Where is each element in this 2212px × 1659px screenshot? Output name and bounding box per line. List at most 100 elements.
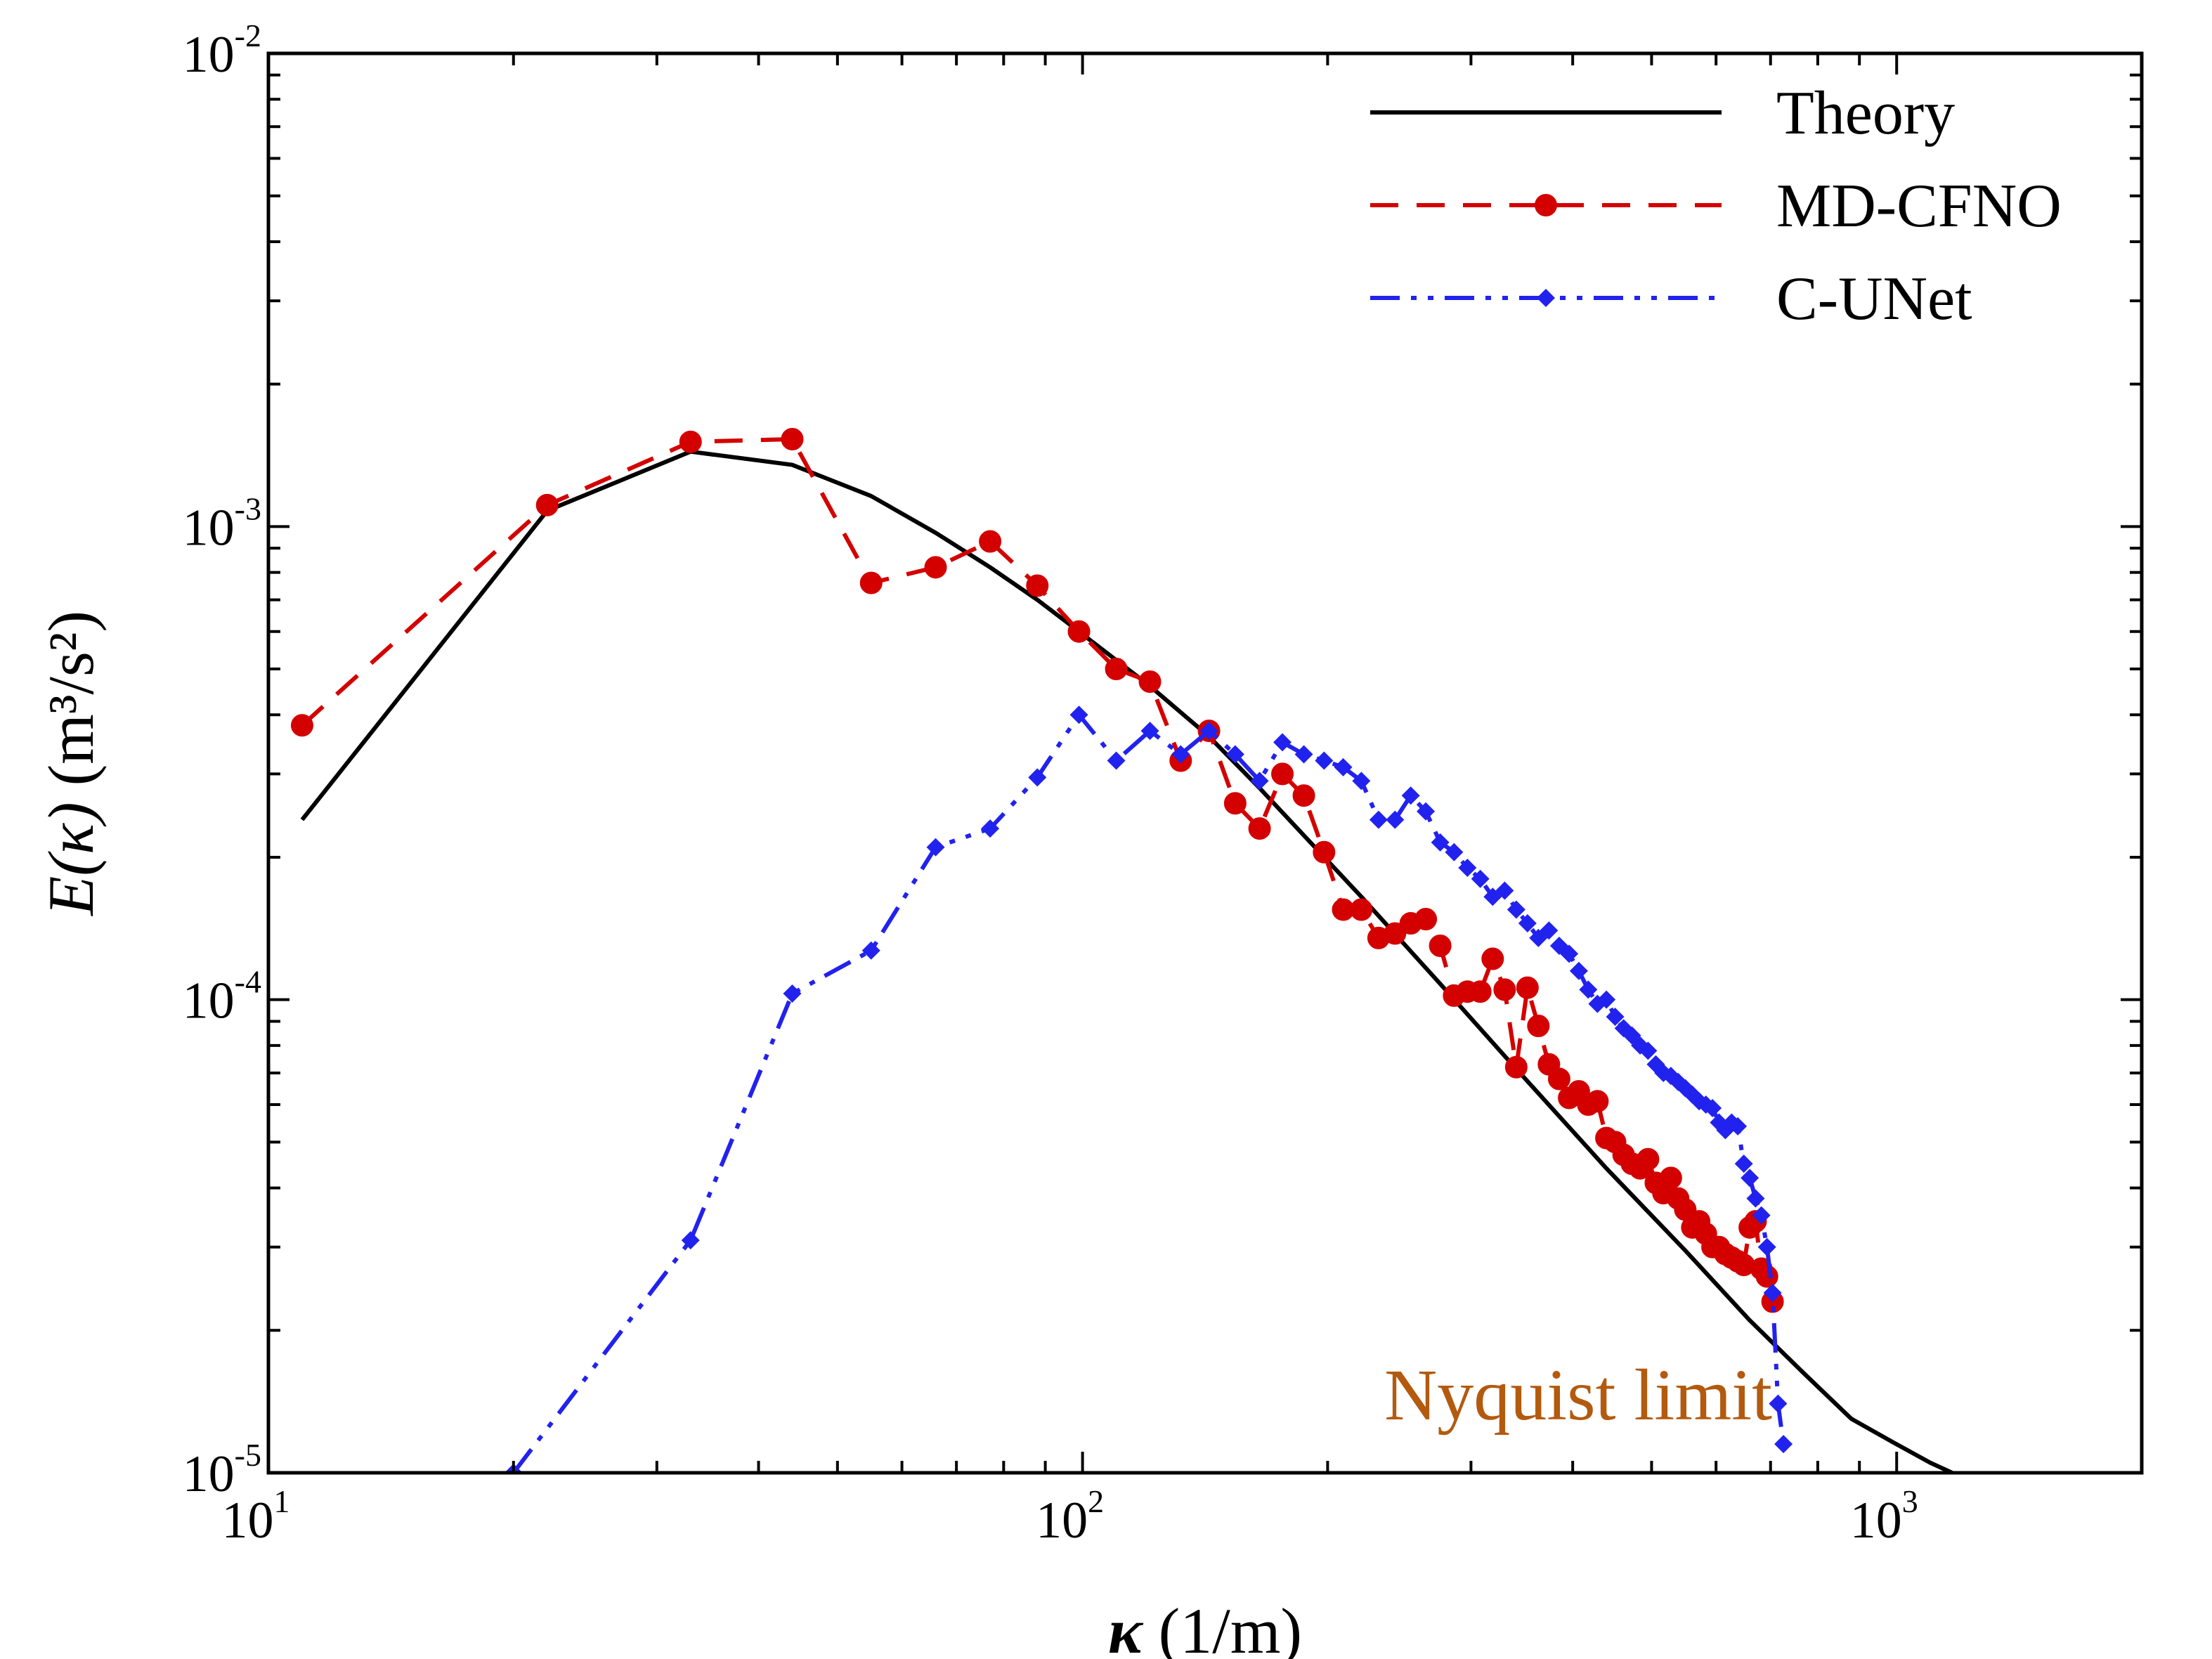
marker-md-cfno	[1414, 908, 1438, 931]
marker-c-unet	[1495, 881, 1514, 900]
marker-c-unet	[1069, 705, 1088, 724]
marker-md-cfno	[1105, 658, 1128, 681]
marker-md-cfno	[1469, 980, 1492, 1003]
marker-c-unet	[1401, 786, 1420, 805]
plot-content	[290, 427, 1953, 1473]
marker-c-unet	[1507, 900, 1525, 919]
marker-c-unet	[1199, 722, 1218, 741]
marker-md-cfno	[535, 493, 559, 516]
marker-md-cfno	[679, 430, 702, 453]
marker-c-unet	[1540, 921, 1559, 940]
marker-c-unet	[1734, 1154, 1753, 1173]
marker-c-unet	[1560, 944, 1579, 963]
series-c-unet	[504, 705, 1793, 1473]
marker-c-unet	[1315, 751, 1334, 770]
legend-label-c-unet: C-UNet	[1776, 265, 1972, 333]
nyquist-limit-annotation: Nyquist limit	[1384, 1355, 1772, 1436]
legend-marker-md-cfno	[1535, 194, 1557, 216]
marker-c-unet	[1769, 1394, 1788, 1413]
series-theory	[300, 449, 1953, 1473]
marker-c-unet	[1746, 1189, 1765, 1208]
marker-md-cfno	[1586, 1090, 1609, 1113]
marker-c-unet	[1757, 1237, 1776, 1256]
marker-md-cfno	[1547, 1067, 1570, 1091]
marker-md-cfno	[1481, 947, 1504, 970]
y-tick-label: 10-3	[183, 490, 261, 557]
marker-md-cfno	[1026, 574, 1049, 597]
marker-c-unet	[1579, 980, 1598, 999]
marker-md-cfno	[979, 530, 1002, 553]
legend-item-md-cfno: MD-CFNO	[1370, 172, 2062, 240]
series-group	[290, 427, 1953, 1473]
legend-item-theory: Theory	[1370, 79, 1955, 148]
marker-c-unet	[1729, 1117, 1748, 1136]
marker-md-cfno	[781, 427, 804, 450]
marker-md-cfno	[1755, 1265, 1778, 1288]
legend-marker-c-unet	[1537, 289, 1555, 307]
marker-c-unet	[1369, 810, 1388, 829]
legend-label-theory: Theory	[1776, 79, 1955, 148]
line-md-cfno	[300, 436, 1775, 1303]
marker-c-unet	[1250, 772, 1269, 791]
legend-label-md-cfno: MD-CFNO	[1776, 172, 2062, 240]
marker-c-unet	[1334, 757, 1353, 776]
marker-c-unet	[1518, 914, 1537, 933]
marker-c-unet	[1431, 833, 1450, 852]
marker-c-unet	[1352, 772, 1371, 791]
marker-md-cfno	[1493, 978, 1516, 1001]
marker-md-cfno	[1138, 670, 1162, 694]
marker-c-unet	[1294, 745, 1313, 764]
marker-c-unet	[981, 819, 1000, 838]
marker-c-unet	[1639, 1041, 1658, 1060]
marker-md-cfno	[859, 571, 883, 594]
x-tick-label: 102	[1036, 1483, 1104, 1549]
marker-md-cfno	[290, 714, 313, 737]
marker-c-unet	[1225, 745, 1244, 764]
marker-md-cfno	[1313, 840, 1336, 864]
series-md-cfno	[290, 427, 1784, 1313]
marker-md-cfno	[1067, 620, 1091, 643]
marker-c-unet	[1273, 733, 1292, 752]
marker-c-unet	[681, 1231, 700, 1250]
marker-c-unet	[1445, 842, 1464, 861]
marker-c-unet	[1471, 869, 1490, 888]
marker-c-unet	[1107, 751, 1126, 770]
marker-c-unet	[1171, 745, 1190, 764]
y-tick-label: 10-4	[183, 964, 261, 1030]
x-axis-unit: (1/m)	[1159, 1595, 1302, 1659]
y-tick-label: 10-2	[183, 18, 261, 84]
line-theory	[300, 449, 1953, 1473]
plot-frame	[266, 51, 2144, 1475]
marker-md-cfno	[1292, 784, 1315, 807]
legend-item-c-unet: C-UNet	[1370, 265, 1972, 333]
marker-md-cfno	[1527, 1015, 1550, 1038]
x-tick-label: 101	[222, 1483, 290, 1549]
x-axis-title: κ (1/m)	[1108, 1595, 1302, 1659]
marker-md-cfno	[1504, 1055, 1528, 1079]
axes: 101 102 103 10-5 10-4 10-3 10-2	[183, 18, 2143, 1549]
x-axis-symbol: κ	[1108, 1595, 1144, 1659]
marker-c-unet	[1458, 858, 1477, 877]
y-axis-symbol: E(κ)	[35, 802, 107, 917]
marker-c-unet	[1741, 1169, 1759, 1188]
marker-c-unet	[1763, 1283, 1782, 1302]
marker-c-unet	[861, 941, 880, 960]
marker-c-unet	[1606, 1008, 1625, 1027]
y-tick-label: 10-5	[183, 1437, 261, 1503]
marker-md-cfno	[1223, 792, 1247, 815]
y-axis-title: E(κ) (m³/s²)	[35, 611, 107, 917]
x-tick-label: 103	[1850, 1483, 1918, 1549]
marker-md-cfno	[1659, 1166, 1682, 1190]
legend: Theory MD-CFNO C-UNet	[1370, 79, 2062, 333]
y-axis-unit: (m³/s²)	[35, 611, 107, 786]
marker-md-cfno	[1271, 762, 1294, 786]
marker-c-unet	[1703, 1098, 1722, 1117]
marker-c-unet	[1028, 768, 1047, 787]
marker-md-cfno	[1516, 976, 1539, 999]
marker-c-unet	[1774, 1435, 1793, 1454]
marker-c-unet	[1752, 1206, 1771, 1225]
marker-c-unet	[926, 838, 945, 857]
marker-md-cfno	[1637, 1147, 1660, 1171]
marker-md-cfno	[924, 556, 947, 579]
